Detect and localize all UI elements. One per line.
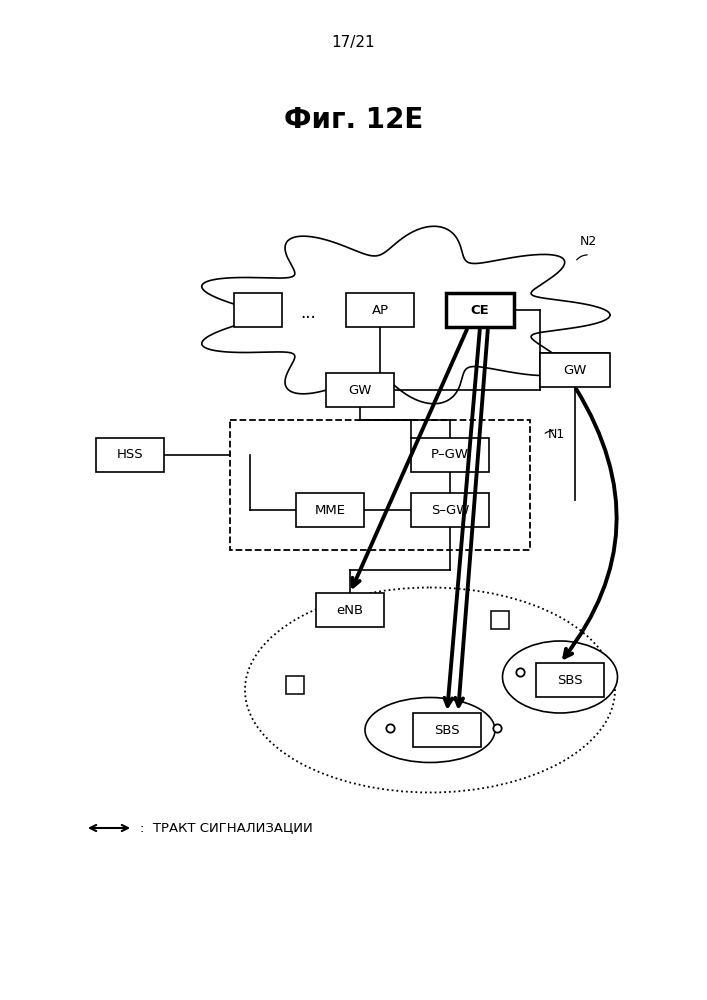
Text: P–GW: P–GW	[431, 448, 469, 462]
FancyBboxPatch shape	[326, 373, 394, 407]
Text: SBS: SBS	[434, 724, 460, 736]
Text: N1: N1	[548, 428, 566, 441]
Text: 17/21: 17/21	[332, 34, 375, 49]
FancyBboxPatch shape	[413, 713, 481, 747]
Ellipse shape	[503, 641, 617, 713]
Text: ...: ...	[300, 304, 316, 322]
FancyBboxPatch shape	[234, 293, 282, 327]
FancyBboxPatch shape	[96, 438, 164, 472]
FancyBboxPatch shape	[446, 293, 514, 327]
Text: CE: CE	[471, 304, 489, 316]
FancyBboxPatch shape	[540, 353, 610, 387]
FancyBboxPatch shape	[411, 493, 489, 527]
Ellipse shape	[365, 698, 495, 762]
FancyBboxPatch shape	[536, 663, 604, 697]
Text: S–GW: S–GW	[431, 504, 469, 516]
Text: N2: N2	[580, 235, 597, 248]
FancyBboxPatch shape	[296, 493, 364, 527]
Text: HSS: HSS	[117, 448, 144, 462]
FancyBboxPatch shape	[346, 293, 414, 327]
Text: eNB: eNB	[337, 603, 363, 616]
Text: Фиг. 12E: Фиг. 12E	[284, 106, 423, 134]
Text: AP: AP	[371, 304, 389, 316]
FancyBboxPatch shape	[316, 593, 384, 627]
Text: MME: MME	[315, 504, 346, 516]
Text: :  ТРАКТ СИГНАЛИЗАЦИИ: : ТРАКТ СИГНАЛИЗАЦИИ	[140, 822, 312, 834]
FancyBboxPatch shape	[411, 438, 489, 472]
Polygon shape	[201, 226, 610, 404]
FancyBboxPatch shape	[286, 676, 304, 694]
FancyBboxPatch shape	[491, 611, 509, 629]
Text: GW: GW	[563, 363, 587, 376]
Text: GW: GW	[349, 383, 372, 396]
Text: SBS: SBS	[557, 674, 583, 686]
